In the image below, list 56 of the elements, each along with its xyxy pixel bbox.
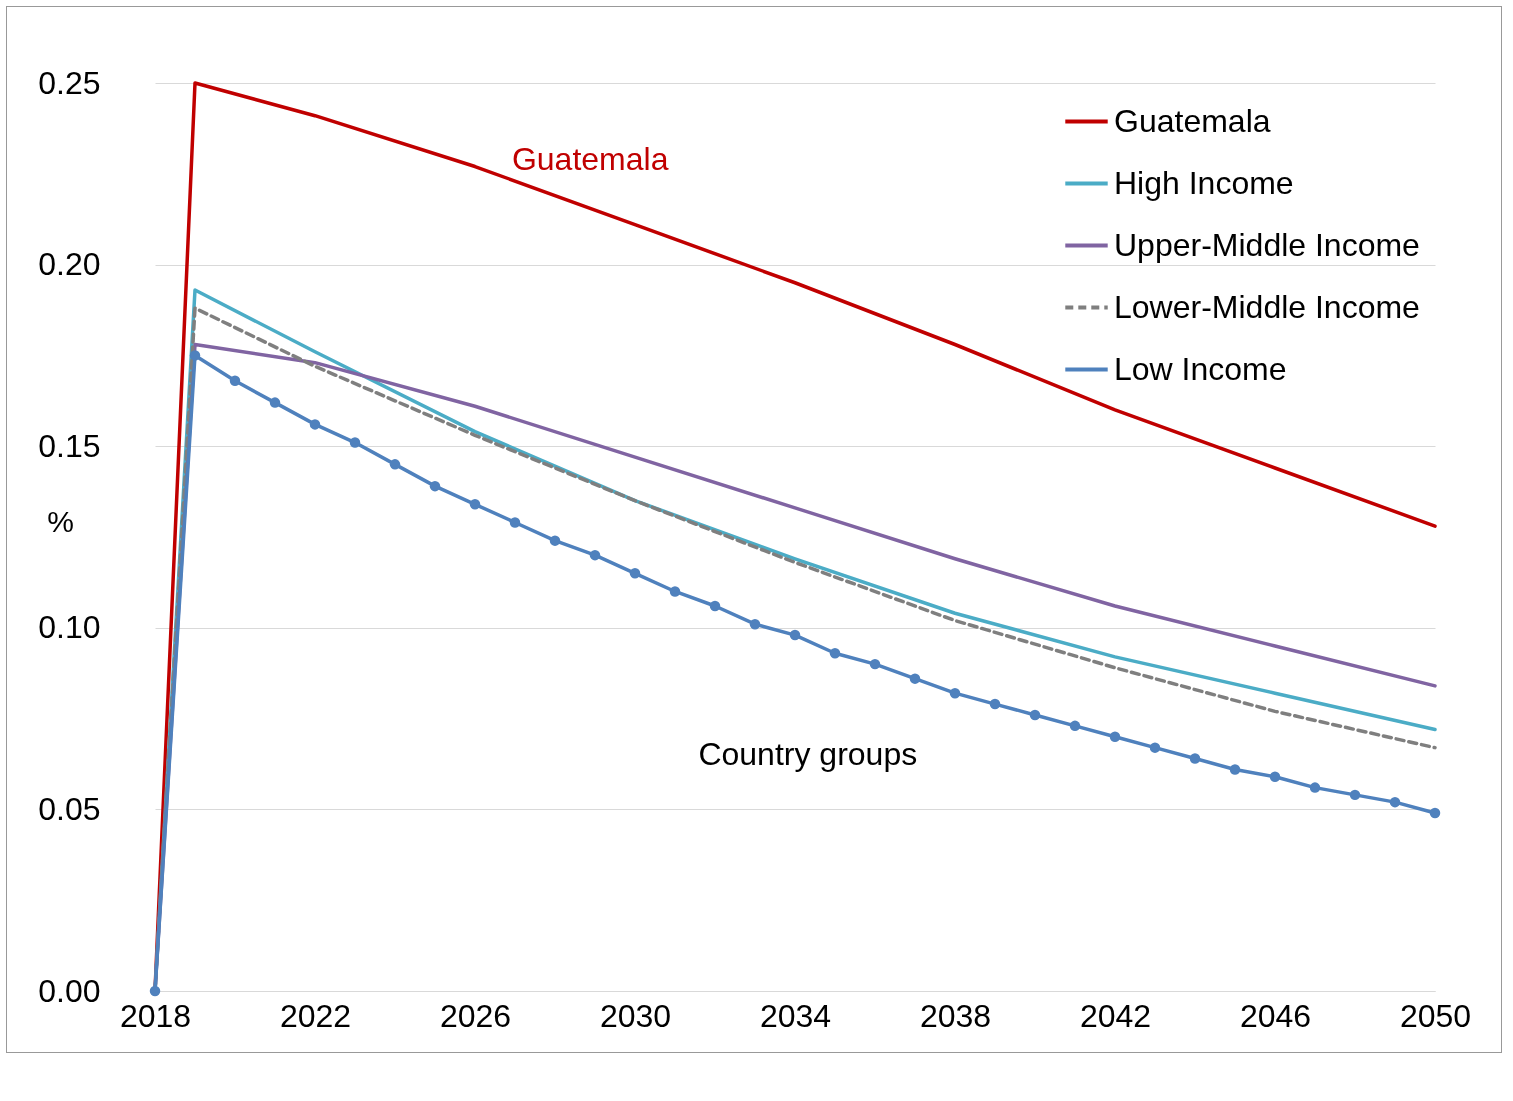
point [1109,731,1121,742]
point [669,586,681,597]
point [1029,709,1041,721]
point [709,600,721,612]
point [629,568,641,579]
point [1349,789,1361,801]
legend-label: Guatemala [1114,102,1271,139]
x-tick-label: 2046 [1239,997,1312,1034]
legend-label: Lower-Middle Income [1114,288,1420,325]
y-tick-label: 0.25 [38,64,101,101]
point [269,397,281,408]
point [229,375,241,387]
point [829,647,841,659]
point [1189,753,1201,764]
point [589,549,601,561]
point [789,629,801,641]
point [429,480,441,492]
y-tick-label: 0.10 [38,609,101,646]
point [549,535,561,546]
y-axis-title: % [47,504,74,538]
point [1389,796,1401,808]
y-tick-label: 0.15 [38,427,101,464]
point [1309,782,1321,793]
point [989,698,1001,710]
legend-label: High Income [1114,164,1294,201]
point [909,673,921,684]
point [149,985,161,997]
point [389,459,401,470]
point [1229,764,1241,775]
x-tick-label: 2030 [599,997,672,1034]
point [869,658,881,670]
y-tick-label: 0.00 [38,972,101,1009]
point [949,687,961,699]
point [509,517,521,528]
point [349,437,361,448]
point [1069,720,1081,732]
y-tick-label: 0.05 [38,790,101,827]
point [309,419,321,430]
point [749,618,761,630]
y-tick-label: 0.20 [38,246,101,283]
x-tick-label: 2042 [1079,997,1152,1034]
point [189,350,201,361]
point [1149,742,1161,753]
point [1269,771,1281,782]
legend-label: Low Income [1114,350,1287,387]
point [469,499,481,510]
x-tick-label: 2018 [119,997,192,1034]
x-tick-label: 2022 [279,997,352,1034]
annotation: Guatemala [511,141,669,178]
annotation: Country groups [698,735,918,772]
x-tick-label: 2050 [1399,997,1472,1034]
legend-label: Upper-Middle Income [1114,226,1420,263]
x-tick-label: 2034 [759,997,832,1034]
x-tick-label: 2038 [919,997,992,1034]
x-tick-label: 2026 [439,997,512,1034]
point [1429,807,1441,819]
